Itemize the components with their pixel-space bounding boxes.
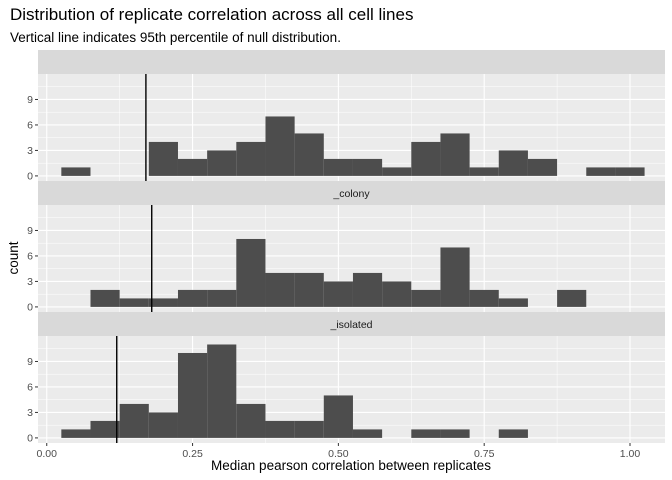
x-tick-label: 0.50 — [328, 448, 349, 460]
histogram-bar — [498, 429, 528, 438]
histogram-bar — [352, 429, 383, 438]
y-tick-label: 3 — [27, 276, 33, 288]
histogram-bar — [236, 238, 266, 307]
facet-panel-1: 0 3 6 9 — [27, 50, 665, 182]
y-tick-label: 3 — [27, 407, 33, 419]
facet-panel-2: _colony 0 3 6 9 — [27, 181, 665, 313]
histogram-bar — [207, 289, 237, 307]
x-axis-title: Median pearson correlation between repli… — [211, 458, 491, 473]
y-tick-label: 6 — [27, 250, 33, 262]
histogram-bar — [265, 272, 295, 307]
histogram-bar — [411, 429, 441, 438]
histogram-bar — [61, 167, 91, 176]
histogram-bar — [294, 420, 324, 438]
y-tick-label: 6 — [27, 381, 33, 393]
histogram-bar — [265, 116, 295, 176]
y-axis-title: count — [6, 241, 21, 274]
histogram-bar — [177, 289, 208, 307]
chart-title: Distribution of replicate correlation ac… — [10, 5, 414, 24]
histogram-bar — [148, 412, 178, 438]
y-tick-label: 0 — [27, 301, 33, 313]
histogram-bar — [469, 167, 499, 176]
histogram-bar — [177, 158, 208, 176]
histogram-bar — [352, 272, 383, 307]
x-tick-label: 1.00 — [620, 448, 641, 460]
histogram-bar — [236, 403, 266, 438]
histogram-bar — [119, 403, 149, 438]
histogram-bar — [90, 289, 120, 307]
x-tick-label: 0.00 — [37, 448, 58, 460]
histogram-bar — [323, 158, 353, 176]
histogram-bar — [498, 150, 528, 176]
histogram-bar — [615, 167, 645, 176]
histogram-bar — [294, 272, 324, 307]
histogram-bar — [382, 281, 412, 307]
histogram-bar — [61, 429, 91, 438]
y-tick-label: 9 — [27, 356, 33, 368]
histogram-bar — [148, 298, 178, 307]
histogram-bar — [148, 141, 178, 176]
histogram-bar — [527, 158, 558, 176]
histogram-bar — [440, 247, 470, 307]
y-tick-label: 0 — [27, 170, 33, 182]
facet-panel-3: _isolated 0 3 6 9 0.00 0.25 0.50 0.75 1.00 — [27, 312, 665, 460]
facet-strip — [38, 50, 665, 74]
histogram-bar — [352, 158, 383, 176]
histogram-bar — [236, 141, 266, 176]
histogram-bar — [411, 141, 441, 176]
y-tick-label: 0 — [27, 432, 33, 444]
histogram-bar — [207, 150, 237, 176]
histogram-bar — [294, 133, 324, 176]
chart-subtitle: Vertical line indicates 95th percentile … — [10, 30, 341, 45]
histogram-bar — [440, 429, 470, 438]
histogram-bar — [382, 167, 412, 176]
histogram-bar — [323, 281, 353, 307]
y-tick-label: 6 — [27, 119, 33, 131]
x-tick-label: 0.25 — [182, 448, 203, 460]
histogram-bar — [207, 344, 237, 438]
x-tick-label: 0.75 — [474, 448, 495, 460]
facet-strip — [38, 181, 665, 205]
y-tick-label: 3 — [27, 145, 33, 157]
facet-strip-label: _colony — [332, 188, 370, 200]
histogram-bar — [90, 420, 120, 438]
histogram-bar — [119, 298, 149, 307]
histogram-bar — [557, 289, 587, 307]
y-tick-label: 9 — [27, 225, 33, 237]
histogram-bar — [411, 289, 441, 307]
histogram-bar — [586, 167, 616, 176]
facet-strip — [38, 312, 665, 336]
histogram-bar — [440, 133, 470, 176]
histogram-bar — [498, 298, 528, 307]
histogram-bar — [323, 395, 353, 438]
histogram-bar — [177, 352, 208, 438]
facet-strip-label: _isolated — [329, 319, 372, 331]
y-tick-label: 9 — [27, 94, 33, 106]
histogram-bar — [469, 289, 499, 307]
histogram-bar — [265, 420, 295, 438]
